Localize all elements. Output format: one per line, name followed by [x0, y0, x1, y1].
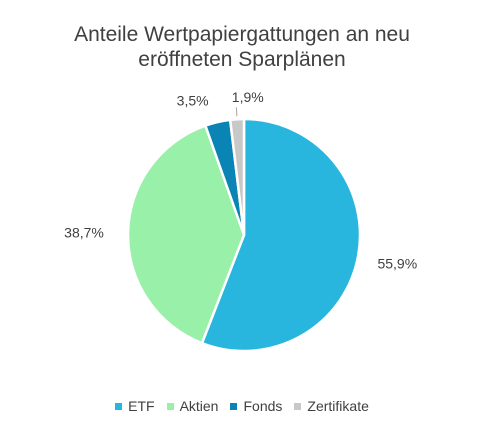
data-label-fonds: 3,5% [177, 93, 209, 109]
legend-label-zertifikate: Zertifikate [307, 398, 369, 414]
legend-item-etf: ETF [115, 398, 155, 414]
legend-label-fonds: Fonds [243, 398, 283, 414]
legend-swatch-zertifikate [294, 402, 302, 410]
legend-item-aktien: Aktien [166, 398, 219, 414]
chart-title-line-1: Anteile Wertpapiergattungen an neu [74, 23, 410, 46]
pie-slice-aktien [126, 124, 246, 345]
data-label-etf: 55,9% [377, 256, 417, 272]
data-label-aktien: 38,7% [64, 224, 104, 240]
pie-slices [126, 117, 362, 353]
leader-lines [235, 107, 238, 117]
legend-label-etf: ETF [128, 398, 155, 414]
chart-title-line-2: eröffneten Sparplänen [138, 48, 346, 71]
legend-label-aktien: Aktien [179, 398, 219, 414]
pie-slice-zertifikate [228, 117, 246, 237]
legend: ETF Aktien Fonds Zertifikate [0, 398, 484, 414]
data-labels: 55,9% 38,7% 3,5% 1,9% [64, 89, 417, 272]
leader-line-zertifikate [235, 107, 238, 117]
legend-swatch-aktien [166, 402, 174, 410]
legend-swatch-fonds [230, 402, 238, 410]
data-label-zertifikate: 1,9% [232, 89, 264, 105]
chart-title: Anteile Wertpapiergattungen an neu eröff… [0, 22, 484, 72]
legend-item-fonds: Fonds [230, 398, 282, 414]
pie-slice-etf [200, 117, 362, 353]
legend-swatch-etf [115, 402, 123, 410]
legend-item-zertifikate: Zertifikate [294, 398, 369, 414]
